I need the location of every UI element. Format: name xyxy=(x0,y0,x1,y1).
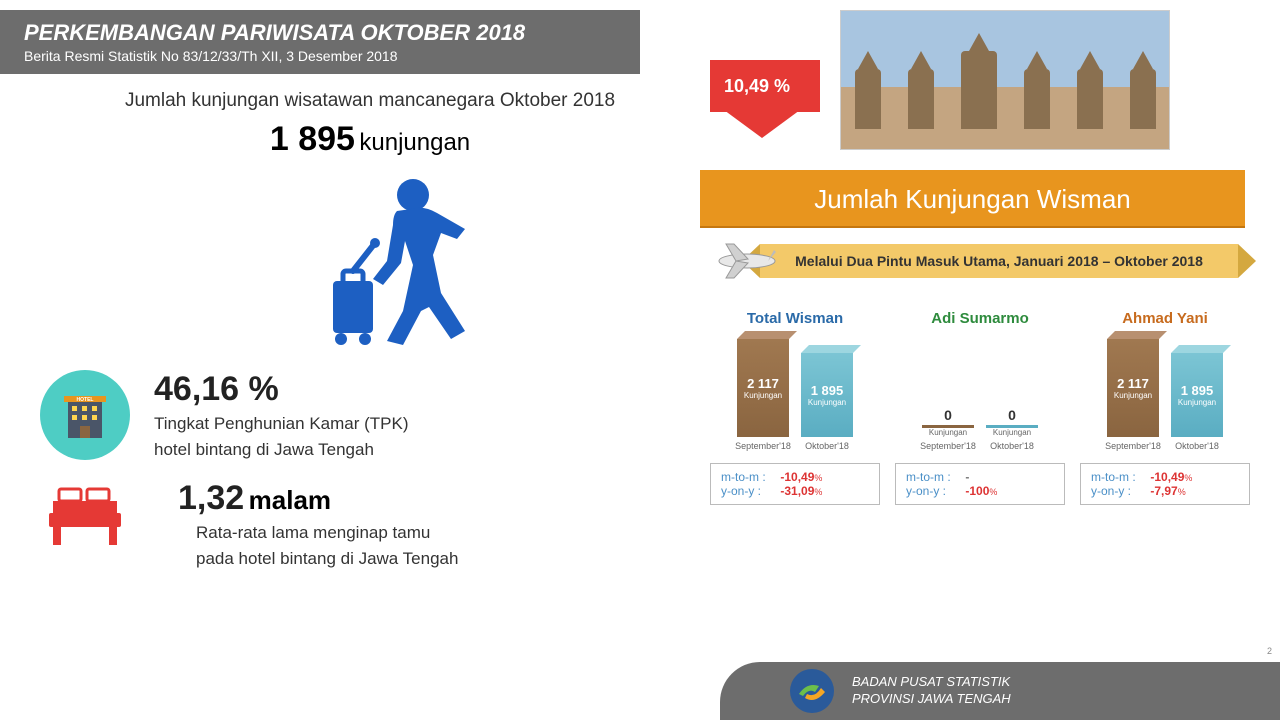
bar-value: 1 895 xyxy=(801,383,853,398)
bar-sub: Kunjungan xyxy=(919,428,977,437)
footer-line2: PROVINSI JAWA TENGAH xyxy=(852,691,1011,708)
mtom-value: -10,49 xyxy=(780,470,814,484)
yony-value: -7,97 xyxy=(1150,484,1177,498)
chart-title: Ahmad Yani xyxy=(1080,310,1250,327)
bps-logo-icon xyxy=(790,669,834,713)
chart-bars: 2 117KunjunganSeptember'181 895Kunjungan… xyxy=(710,341,880,451)
yony-value: -31,09 xyxy=(780,484,814,498)
visits-number-unit: kunjungan xyxy=(359,129,470,156)
yony-label: y-on-y : xyxy=(1091,484,1147,498)
bar-1: 1 895Kunjungan Oktober'18 xyxy=(798,353,856,451)
chart-0: Total Wisman2 117KunjunganSeptember'181 … xyxy=(710,310,880,505)
gold-ribbon: Melalui Dua Pintu Masuk Utama, Januari 2… xyxy=(760,244,1238,278)
bar-sub: Kunjungan xyxy=(983,428,1041,437)
airplane-icon xyxy=(716,236,778,286)
bar-0: 2 117Kunjungan September'18 xyxy=(1104,339,1162,451)
yony-label: y-on-y : xyxy=(906,484,962,498)
bar-value: 0 xyxy=(983,407,1041,423)
tpk-desc1: Tingkat Penghunian Kamar (TPK) xyxy=(154,413,409,435)
chart-title: Adi Sumarmo xyxy=(895,310,1065,327)
bar-value: 2 117 xyxy=(737,376,789,391)
chart-2: Ahmad Yani2 117KunjunganSeptember'181 89… xyxy=(1080,310,1250,505)
borobudur-photo xyxy=(840,10,1170,150)
tpk-value: 46,16 % xyxy=(154,370,409,409)
footer-text: BADAN PUSAT STATISTIK PROVINSI JAWA TENG… xyxy=(852,674,1011,708)
stay-desc1: Rata-rata lama menginap tamu xyxy=(196,522,458,544)
percent-badge-value: 10,49 % xyxy=(724,76,790,97)
yony-label: y-on-y : xyxy=(721,484,777,498)
left-column: Jumlah kunjungan wisatawan mancanegara O… xyxy=(40,90,620,570)
svg-text:HOTEL: HOTEL xyxy=(77,397,94,403)
orange-banner: Jumlah Kunjungan Wisman xyxy=(700,170,1245,228)
traveler-icon xyxy=(180,173,620,358)
mtom-label: m-to-m : xyxy=(1091,470,1147,484)
stat-box: m-to-m : -y-on-y : -100% xyxy=(895,463,1065,505)
mtom-value: -10,49 xyxy=(1150,470,1184,484)
bar-1: 0 Kunjungan Oktober'18 xyxy=(983,407,1041,451)
percent-badge: 10,49 % xyxy=(710,60,820,112)
bar-month: September'18 xyxy=(919,441,977,451)
chart-title: Total Wisman xyxy=(710,310,880,327)
bar-month: September'18 xyxy=(1104,441,1162,451)
bar-sub: Kunjungan xyxy=(1171,398,1223,407)
bed-icon xyxy=(40,479,130,549)
tpk-desc2: hotel bintang di Jawa Tengah xyxy=(154,439,409,461)
mtom-label: m-to-m : xyxy=(906,470,962,484)
stay-value: 1,32 xyxy=(178,479,244,517)
charts-row: Total Wisman2 117KunjunganSeptember'181 … xyxy=(710,310,1250,505)
footer-line1: BADAN PUSAT STATISTIK xyxy=(852,674,1011,691)
tpk-row: HOTEL 46,16 % Tingkat Penghunian Kamar (… xyxy=(40,370,620,461)
mtom-label: m-to-m : xyxy=(721,470,777,484)
bar-month: September'18 xyxy=(734,441,792,451)
stay-value-row: 1,32 malam xyxy=(178,479,458,518)
bar-sub: Kunjungan xyxy=(801,398,853,407)
stat-box: m-to-m : -10,49%y-on-y : -31,09% xyxy=(710,463,880,505)
bar-sub: Kunjungan xyxy=(1107,391,1159,400)
bar-month: Oktober'18 xyxy=(1168,441,1226,451)
stay-row: 1,32 malam Rata-rata lama menginap tamu … xyxy=(40,479,620,570)
bar-value: 0 xyxy=(919,407,977,423)
stay-text: 1,32 malam Rata-rata lama menginap tamu … xyxy=(178,479,458,570)
header-subtitle: Berita Resmi Statistik No 83/12/33/Th XI… xyxy=(24,48,616,64)
mtom-value: - xyxy=(965,470,969,484)
bar-month: Oktober'18 xyxy=(983,441,1041,451)
bar-month: Oktober'18 xyxy=(798,441,856,451)
footer-bar: BADAN PUSAT STATISTIK PROVINSI JAWA TENG… xyxy=(720,662,1280,720)
yony-value: -100 xyxy=(965,484,989,498)
stay-unit: malam xyxy=(249,485,331,515)
visits-number: 1 895 kunjungan xyxy=(120,120,620,159)
stat-box: m-to-m : -10,49%y-on-y : -7,97% xyxy=(1080,463,1250,505)
bar-0: 2 117Kunjungan September'18 xyxy=(734,339,792,451)
tpk-text: 46,16 % Tingkat Penghunian Kamar (TPK) h… xyxy=(154,370,409,461)
page-number: 2 xyxy=(1267,646,1272,656)
header-bar: PERKEMBANGAN PARIWISATA OKTOBER 2018 Ber… xyxy=(0,10,640,74)
chart-bars: 2 117KunjunganSeptember'181 895Kunjungan… xyxy=(1080,341,1250,451)
visits-label: Jumlah kunjungan wisatawan mancanegara O… xyxy=(120,90,620,112)
hotel-icon: HOTEL xyxy=(40,370,130,460)
stay-desc2: pada hotel bintang di Jawa Tengah xyxy=(196,548,458,570)
header-title: PERKEMBANGAN PARIWISATA OKTOBER 2018 xyxy=(24,20,616,46)
chart-bars: 0 Kunjungan September'18 0 Kunjungan Oktober'… xyxy=(895,341,1065,451)
bar-sub: Kunjungan xyxy=(737,391,789,400)
chart-1: Adi Sumarmo 0 Kunjungan September'18 0 Kunjun… xyxy=(895,310,1065,505)
visits-number-value: 1 895 xyxy=(270,120,355,158)
bar-0: 0 Kunjungan September'18 xyxy=(919,407,977,451)
bar-value: 1 895 xyxy=(1171,383,1223,398)
bar-1: 1 895Kunjungan Oktober'18 xyxy=(1168,353,1226,451)
bar-value: 2 117 xyxy=(1107,376,1159,391)
